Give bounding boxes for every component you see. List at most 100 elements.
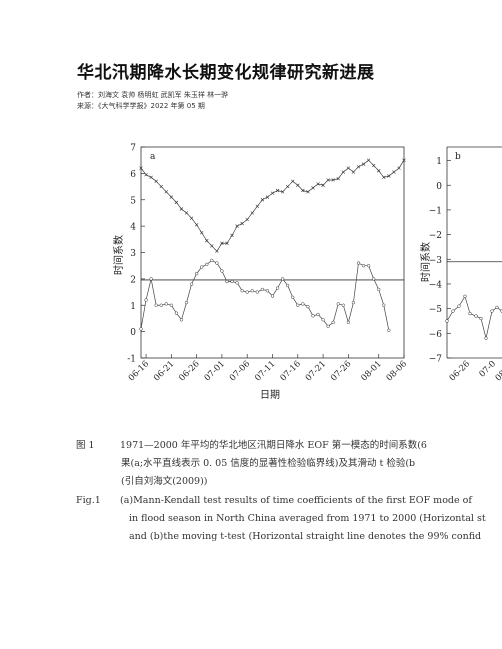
- x-tick-label: 07-26: [329, 359, 353, 383]
- series-line: [446, 295, 502, 339]
- data-point: [371, 163, 376, 168]
- caption-zh-line-3: (引自刘海文(2009)): [121, 476, 208, 487]
- data-point: [210, 244, 214, 248]
- caption-zh-text-1: 1971—2000 年平均的华北地区汛期日降水 EOF 第一模态的时间系数(6: [120, 440, 427, 451]
- author-list: 作者：刘海文 袁帅 杨明虹 武凯军 朱玉祥 林一骅: [77, 91, 229, 99]
- data-point: [479, 316, 483, 321]
- data-point: [184, 211, 189, 215]
- y-tick-label: 1: [130, 302, 136, 312]
- data-point: [336, 302, 340, 306]
- data-point: [245, 217, 249, 222]
- data-point: [260, 287, 265, 292]
- y-tick-label: 5: [130, 196, 136, 206]
- page-title: 华北汛期降水长期变化规律研究新进展: [77, 63, 375, 83]
- data-point: [321, 183, 325, 187]
- data-point: [331, 320, 335, 325]
- data-point: [154, 303, 158, 307]
- data-point: [341, 303, 345, 307]
- data-point: [139, 166, 143, 170]
- data-point: [382, 303, 386, 307]
- data-point: [250, 211, 254, 215]
- data-point: [240, 221, 244, 226]
- data-point: [361, 162, 366, 166]
- x-tick-label: 08-06: [494, 359, 502, 383]
- source-line: 来源：《大气科学学报》2022 年第 05 期: [77, 102, 205, 110]
- data-point: [311, 186, 315, 190]
- data-point: [220, 269, 224, 273]
- caption-en-line-2: in flood season in North China averaged …: [129, 513, 486, 524]
- data-point: [361, 264, 366, 268]
- y-tick-label: −4: [429, 280, 443, 290]
- data-point: [296, 183, 300, 187]
- data-point: [445, 319, 449, 323]
- data-point: [372, 277, 376, 281]
- data-point: [275, 188, 280, 193]
- y-tick-label: 3: [130, 249, 136, 259]
- series-line: [140, 159, 405, 252]
- data-point: [205, 238, 209, 243]
- y-axis-label: 时间系数: [419, 242, 432, 282]
- y-tick-label: 0: [436, 182, 442, 192]
- data-point: [392, 170, 396, 174]
- data-point: [245, 290, 249, 294]
- data-point: [451, 309, 455, 313]
- y-tick-label: -1: [127, 355, 136, 365]
- caption-en-label: Fig.1: [76, 495, 101, 506]
- data-point: [199, 231, 204, 235]
- data-point: [387, 328, 391, 332]
- data-point: [169, 303, 173, 307]
- data-point: [149, 175, 153, 180]
- data-point: [484, 336, 488, 340]
- data-point: [301, 302, 305, 306]
- data-point: [215, 249, 219, 253]
- data-point: [356, 165, 361, 169]
- caption-en-text-1: (a)Mann-Kendall test results of time coe…: [120, 495, 472, 506]
- y-tick-label: 4: [130, 223, 136, 233]
- data-point: [139, 327, 143, 331]
- data-point: [184, 300, 189, 305]
- data-point: [144, 172, 148, 177]
- data-point: [164, 190, 169, 194]
- data-point: [463, 294, 467, 298]
- data-point: [169, 195, 174, 199]
- data-point: [205, 262, 209, 267]
- x-axis-label: 日期: [260, 389, 280, 401]
- data-point: [230, 279, 234, 284]
- data-point: [356, 261, 361, 265]
- data-point: [280, 190, 285, 194]
- data-point: [240, 289, 244, 293]
- data-point: [397, 166, 401, 170]
- x-tick-label: 07-11: [253, 359, 277, 383]
- data-point: [265, 289, 270, 293]
- caption-zh-label: 图 1: [76, 440, 95, 451]
- series-line: [140, 259, 390, 331]
- data-point: [377, 287, 381, 292]
- caption-zh-line-2: 果(a;水平直线表示 0. 05 信度的显著性检验临界线)及其滑动 t 检验(b: [121, 458, 416, 469]
- data-point: [286, 283, 290, 288]
- data-point: [179, 318, 184, 322]
- x-tick-label: 08-01: [359, 359, 383, 383]
- data-point: [336, 176, 340, 181]
- y-axis-label: 时间系数: [112, 235, 125, 275]
- data-point: [291, 295, 295, 299]
- data-point: [164, 302, 168, 306]
- data-point: [326, 324, 330, 329]
- data-point: [220, 241, 224, 245]
- data-point: [159, 303, 163, 307]
- data-point: [387, 174, 391, 178]
- data-point: [215, 261, 219, 265]
- x-tick-label: 07-01: [203, 359, 227, 383]
- y-tick-label: −7: [429, 355, 443, 365]
- data-point: [382, 175, 386, 180]
- y-tick-label: −1: [429, 206, 442, 216]
- data-point: [316, 312, 320, 317]
- data-point: [311, 314, 315, 318]
- x-tick-label: 07-06: [228, 359, 252, 383]
- y-tick-label: −5: [429, 305, 443, 315]
- data-point: [270, 191, 275, 195]
- data-point: [316, 182, 320, 186]
- data-point: [189, 216, 194, 220]
